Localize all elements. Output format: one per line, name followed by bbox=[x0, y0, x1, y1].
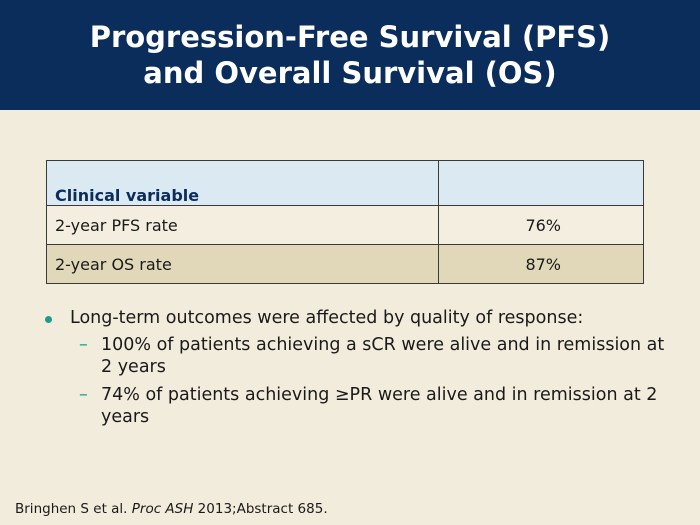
bullet-text: Long-term outcomes were affected by qual… bbox=[70, 308, 584, 328]
sub-bullet-list: – 100% of patients achieving a sCR were … bbox=[70, 334, 675, 428]
sub-list-item: – 74% of patients achieving ≥PR were ali… bbox=[70, 384, 675, 428]
header-clinical-variable: Clinical variable bbox=[46, 160, 439, 206]
table-row: 2-year PFS rate 76% bbox=[46, 205, 644, 245]
title-line-1: Progression-Free Survival (PFS) bbox=[89, 20, 611, 54]
slide-title: Progression-Free Survival (PFS) and Over… bbox=[90, 19, 611, 91]
list-item: Long-term outcomes were affected by qual… bbox=[45, 306, 675, 428]
title-line-2: and Overall Survival (OS) bbox=[143, 56, 557, 90]
row-label: 2-year PFS rate bbox=[46, 205, 439, 245]
slide-header: Progression-Free Survival (PFS) and Over… bbox=[0, 0, 700, 110]
row-value: 87% bbox=[438, 244, 644, 284]
table-row: 2-year OS rate 87% bbox=[46, 244, 644, 284]
citation: Bringhen S et al. Proc ASH 2013;Abstract… bbox=[15, 501, 328, 517]
dash-icon: – bbox=[79, 335, 88, 355]
header-value bbox=[438, 160, 644, 206]
bullet-dot-icon bbox=[45, 316, 52, 323]
citation-rest: 2013;Abstract 685. bbox=[193, 501, 328, 517]
sub-list-item: – 100% of patients achieving a sCR were … bbox=[70, 334, 675, 378]
dash-icon: – bbox=[79, 385, 88, 405]
sub-bullet-text: 100% of patients achieving a sCR were al… bbox=[101, 335, 665, 377]
citation-journal: Proc ASH bbox=[131, 501, 194, 517]
row-value: 76% bbox=[438, 205, 644, 245]
table-header-row: Clinical variable bbox=[46, 160, 644, 206]
sub-bullet-text: 74% of patients achieving ≥PR were alive… bbox=[101, 385, 658, 427]
row-label: 2-year OS rate bbox=[46, 244, 439, 284]
survival-table: Clinical variable 2-year PFS rate 76% 2-… bbox=[46, 160, 644, 284]
bullet-list: Long-term outcomes were affected by qual… bbox=[45, 306, 675, 434]
citation-authors: Bringhen S et al. bbox=[15, 501, 132, 517]
